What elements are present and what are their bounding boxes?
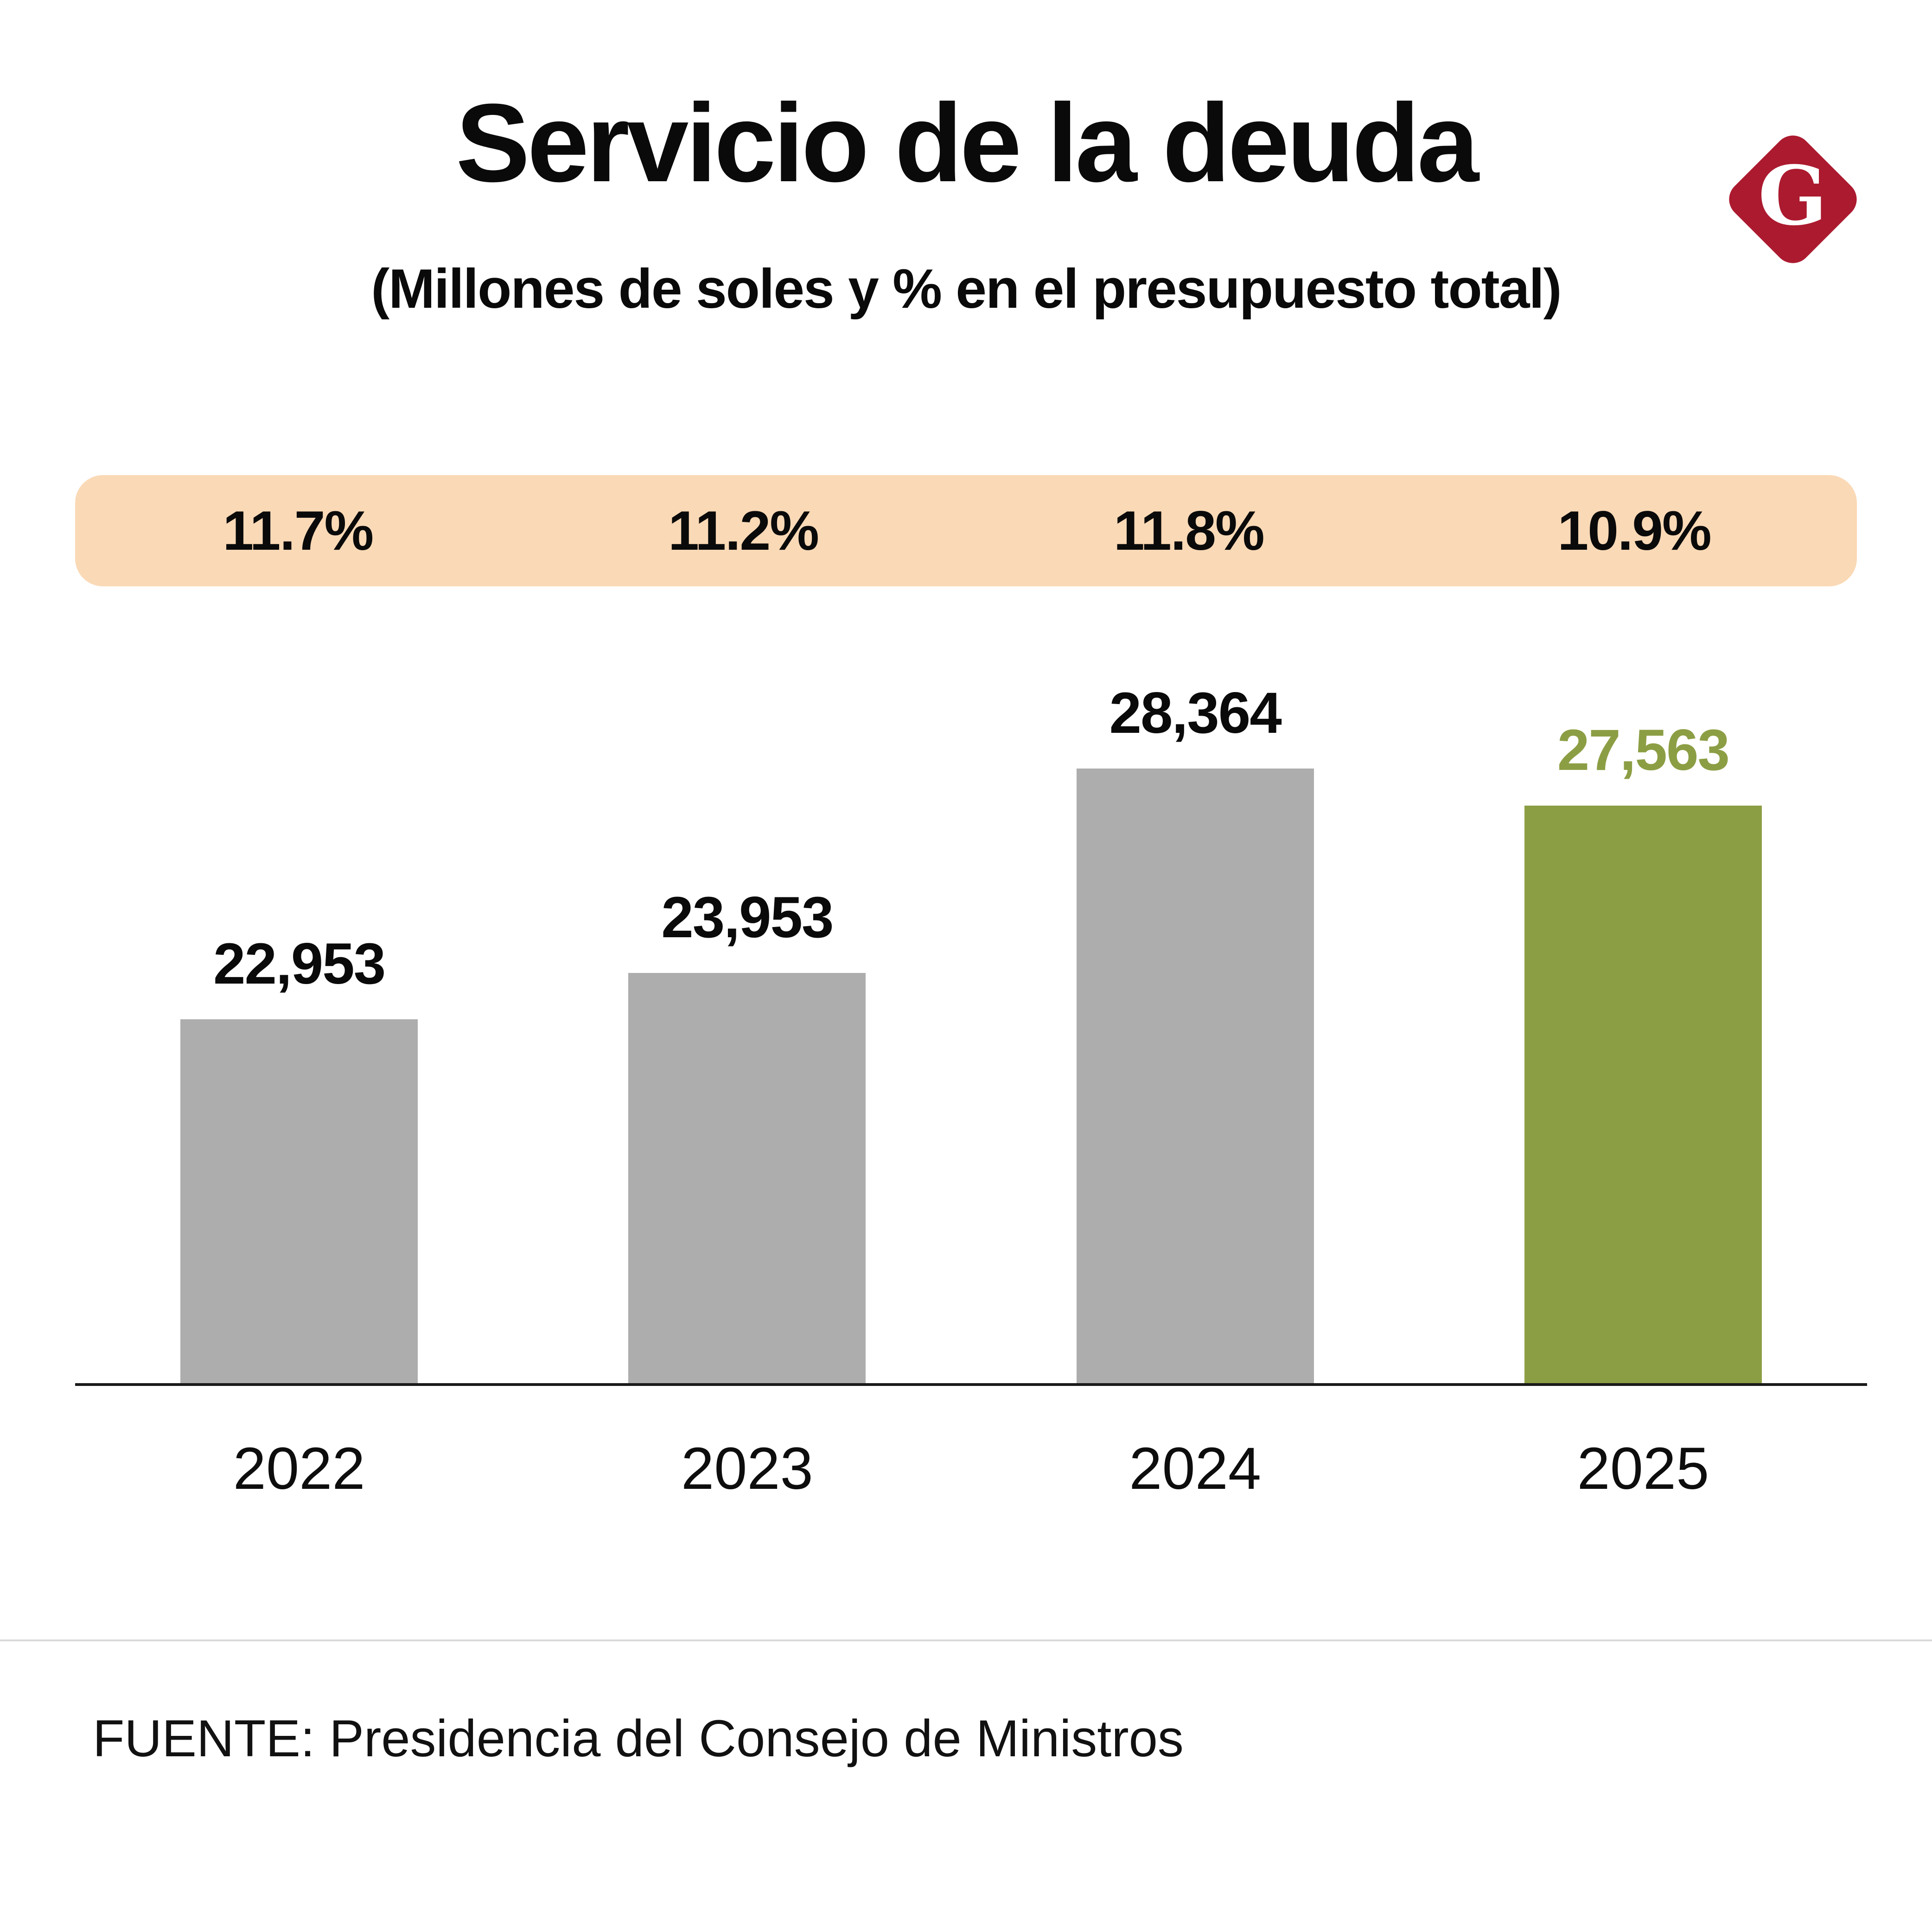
logo-diamond-shape: G [1721,127,1865,271]
percent-label-2024: 11.8% [1114,500,1265,562]
bar-2022 [180,1019,418,1383]
source-text: FUENTE: Presidencia del Consejo de Minis… [93,1709,1184,1767]
percent-band: 11.7% 11.2% 11.8% 10.9% [75,475,1857,586]
bar-value-label-2022: 22,953 [213,932,386,996]
bar-value-label-2025: 27,563 [1557,718,1730,782]
bar-2024 [1076,769,1314,1383]
chart-subtitle: (Millones de soles y % en el presupuesto… [371,258,1562,320]
x-axis-label-2023: 2023 [681,1436,813,1502]
x-axis-labels: 2022 2023 2024 2025 [75,1386,1867,1503]
bar-value-label-2024: 28,364 [1109,681,1282,745]
x-axis-label-2024: 2024 [1129,1436,1261,1502]
x-axis-label-2022: 2022 [233,1436,365,1502]
x-axis-label-2025: 2025 [1577,1436,1709,1502]
bar-column-2024: 28,364 [971,680,1419,1383]
plot-area: 22,953 23,953 28,364 27,563 [75,586,1867,1386]
chart-title: Servicio de la deuda [456,81,1479,205]
bar-value-label-2023: 23,953 [661,885,834,950]
percent-label-2023: 11.2% [668,500,819,562]
percent-label-2025: 10.9% [1557,500,1711,562]
percent-label-2022: 11.7% [223,500,374,562]
bar-column-2022: 22,953 [75,931,523,1383]
bar-column-2023: 23,953 [523,884,971,1383]
bar-2023 [628,973,866,1383]
footer-divider [0,1639,1932,1641]
bar-2025 [1524,806,1762,1383]
logo-letter-g: G [1758,148,1828,244]
bar-column-2025: 27,563 [1419,717,1867,1383]
brand-logo: G [1719,125,1867,273]
